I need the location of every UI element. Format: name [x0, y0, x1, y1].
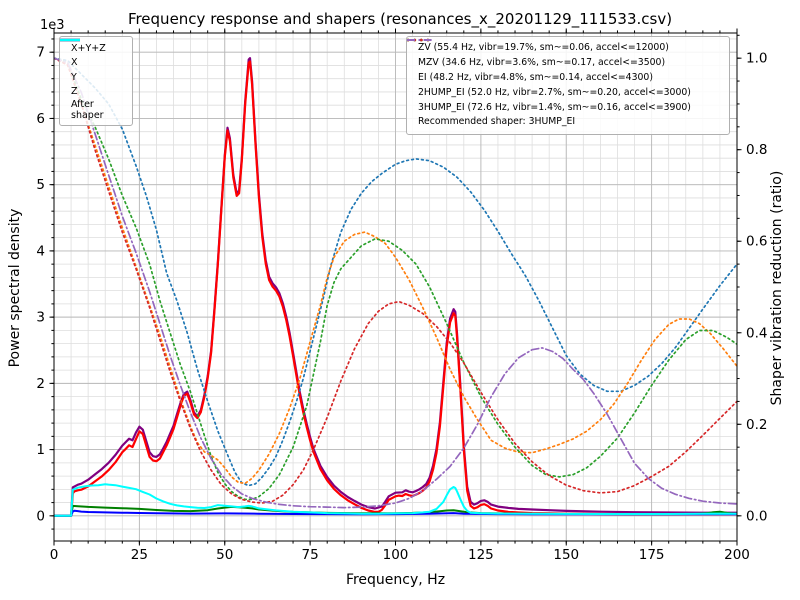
tick-labels: 0 25 50 75 100 125 150 175 200 0 1 2 3 4 5 6 7 0.0 0.2 0.4 0…: [36, 45, 767, 563]
axes: [49, 28, 742, 546]
legend-item-mzv: MZV (34.6 Hz, vibr=3.6%, sm~=0.17, accel…: [407, 38, 723, 71]
y-left-tick-label: 4: [36, 243, 45, 259]
x-tick-label: 125: [468, 547, 494, 563]
x-tick-label: 25: [131, 547, 148, 563]
legend-item-x: X: [60, 38, 126, 71]
y-right-tick-label: 0.6: [746, 234, 767, 250]
legend-shapers: ZV (55.4 Hz, vibr=19.7%, sm~=0.06, accel…: [406, 36, 730, 136]
y-axis-offset-label: 1e3: [40, 18, 65, 33]
legend-item-xyz: X+Y+Z: [60, 38, 126, 56]
y-left-tick-label: 6: [36, 111, 45, 127]
x-tick-label: 75: [302, 547, 319, 563]
y-right-tick-label: 0.8: [746, 142, 767, 158]
legend-psd: X+Y+Z X Y Z After shaper: [59, 36, 133, 127]
x-axis-label: Frequency, Hz: [345, 572, 446, 588]
curve-zv: [54, 57, 737, 487]
legend-label: MZV (34.6 Hz, vibr=3.6%, sm~=0.17, accel…: [418, 56, 666, 68]
legend-label: Y: [71, 71, 77, 83]
y-left-tick-label: 3: [36, 310, 45, 326]
curve-after-shaper: [54, 483, 737, 517]
chart-title: Frequency response and shapers (resonanc…: [127, 10, 673, 28]
x-tick-label: 200: [724, 547, 750, 563]
legend-label: 3HUMP_EI (72.6 Hz, vibr=1.4%, sm~=0.16, …: [418, 101, 691, 113]
legend-item-zv: ZV (55.4 Hz, vibr=19.7%, sm~=0.06, accel…: [407, 38, 723, 56]
legend-item-2hump-ei: 2HUMP_EI (52.0 Hz, vibr=2.7%, sm~=0.20, …: [407, 38, 723, 101]
x-tick-label: 150: [553, 547, 579, 563]
x-tick-label: 50: [216, 547, 233, 563]
legend-label: ZV (55.4 Hz, vibr=19.7%, sm~=0.06, accel…: [418, 41, 669, 53]
x-tick-label: 0: [50, 547, 59, 563]
legend-label: EI (48.2 Hz, vibr=4.8%, sm~=0.14, accel<…: [418, 71, 653, 83]
x-tick-label: 100: [383, 547, 409, 563]
curve-3hump-ei: [54, 57, 737, 509]
x-tick-label: 175: [639, 547, 665, 563]
legend-item-ei: EI (48.2 Hz, vibr=4.8%, sm~=0.14, accel<…: [407, 38, 723, 86]
curve-x: [54, 60, 737, 517]
legend-item-3hump-ei: 3HUMP_EI (72.6 Hz, vibr=1.4%, sm~=0.16, …: [407, 39, 723, 116]
y-right-tick-label: 0.4: [746, 325, 767, 341]
legend-label: X+Y+Z: [71, 42, 106, 54]
y-axis-left-label: Power spectral density: [7, 208, 23, 368]
y-right-tick-label: 0.0: [746, 508, 767, 524]
curve-mzv: [54, 57, 737, 485]
legend-label: Z: [71, 86, 78, 98]
y-left-tick-label: 1: [36, 442, 45, 458]
legend-label: X: [71, 57, 78, 69]
y-right-tick-label: 0.2: [746, 417, 767, 433]
legend-item-y: Y: [60, 38, 126, 85]
legend-item-after-shaper: After shaper: [60, 38, 126, 122]
curve-ei: [54, 57, 737, 501]
y-axis-right-label: Shaper vibration reduction (ratio): [769, 170, 785, 406]
y-left-tick-label: 5: [36, 177, 45, 193]
recommended-shaper-note: Recommended shaper: 3HUMP_EI: [418, 116, 576, 128]
y-left-tick-label: 0: [36, 508, 45, 524]
legend-item-recommended: Recommended shaper: 3HUMP_EI: [413, 115, 723, 130]
curve-2hump-ei: [54, 57, 737, 504]
curves: [54, 57, 737, 517]
y-right-tick-label: 1.0: [746, 51, 767, 67]
y-left-tick-label: 7: [36, 45, 45, 61]
legend-label: 2HUMP_EI (52.0 Hz, vibr=2.7%, sm~=0.20, …: [418, 86, 691, 98]
legend-item-z: Z: [60, 38, 126, 100]
y-left-tick-label: 2: [36, 376, 45, 392]
legend-label: After shaper: [71, 99, 104, 122]
